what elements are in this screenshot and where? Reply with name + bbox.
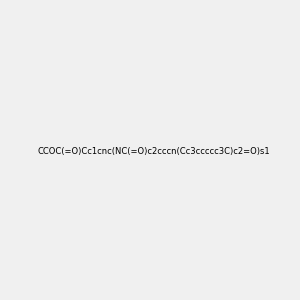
Text: CCOC(=O)Cc1cnc(NC(=O)c2cccn(Cc3ccccc3C)c2=O)s1: CCOC(=O)Cc1cnc(NC(=O)c2cccn(Cc3ccccc3C)c… <box>38 147 270 156</box>
